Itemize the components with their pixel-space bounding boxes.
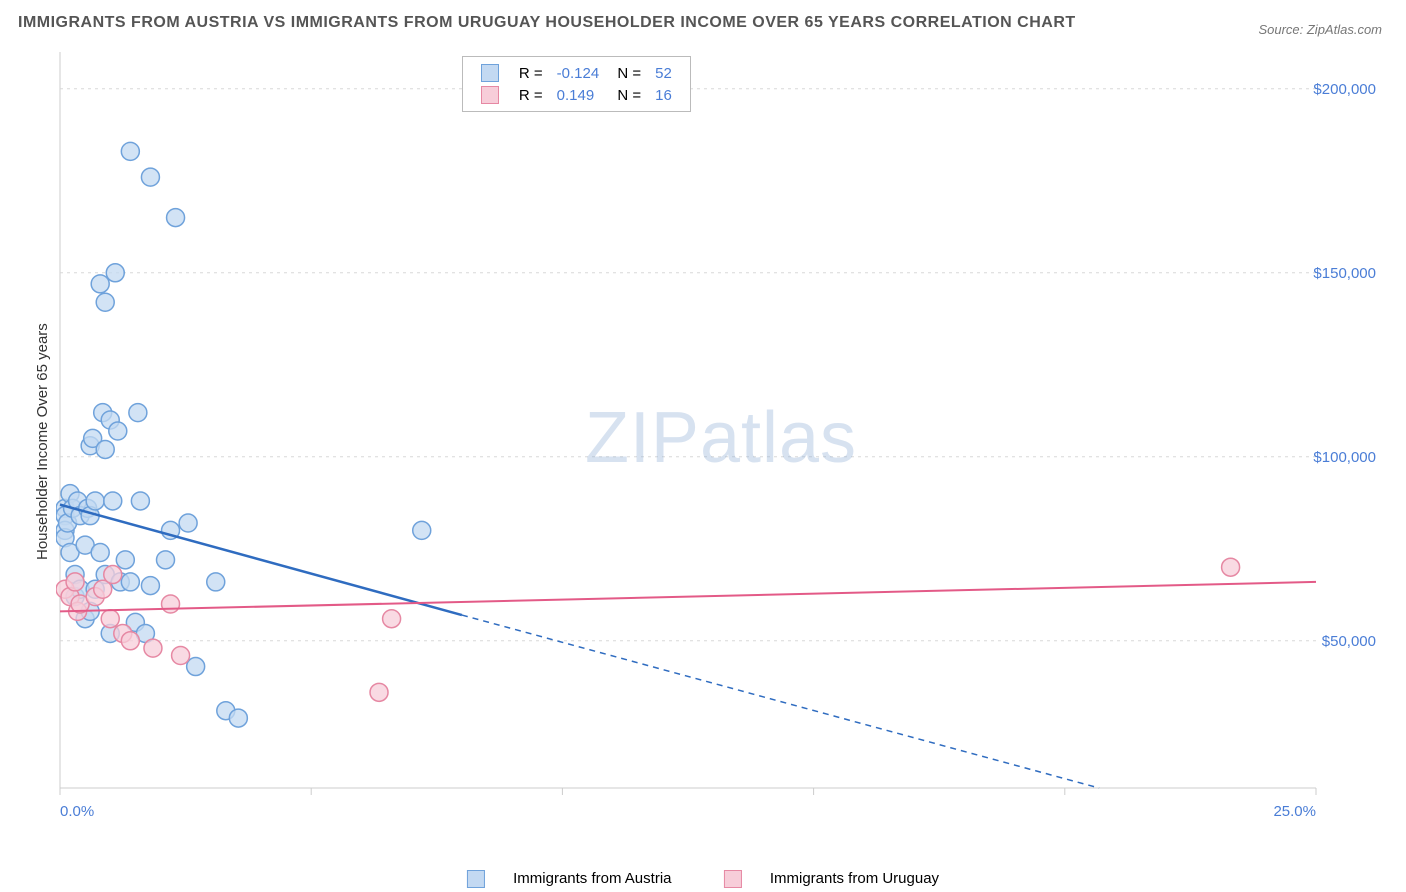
stat-n-austria: 52 xyxy=(649,63,678,83)
stat-r-austria: -0.124 xyxy=(551,63,606,83)
plot-area: $50,000 $100,000 $150,000 $200,000 0.0% 25.0%… xyxy=(56,48,1386,828)
swatch-uruguay-icon xyxy=(724,870,742,888)
chart-title: IMMIGRANTS FROM AUSTRIA VS IMMIGRANTS FR… xyxy=(18,14,1076,32)
legend-label-uruguay: Immigrants from Uruguay xyxy=(770,870,939,887)
stats-table: R = -0.124 N = 52 R = 0.149 N = 16 xyxy=(473,61,680,107)
stat-r-uruguay: 0.149 xyxy=(551,85,606,105)
svg-text:$50,000: $50,000 xyxy=(1322,633,1376,650)
stat-label: R = xyxy=(513,85,549,105)
svg-text:$100,000: $100,000 xyxy=(1313,449,1376,466)
stat-label: R = xyxy=(513,63,549,83)
svg-text:$200,000: $200,000 xyxy=(1313,81,1376,98)
y-axis-label: Householder Income Over 65 years xyxy=(34,323,51,560)
legend-label-austria: Immigrants from Austria xyxy=(513,870,671,887)
swatch-austria xyxy=(481,64,499,82)
stat-label: N = xyxy=(607,63,647,83)
stats-row-uruguay: R = 0.149 N = 16 xyxy=(475,85,678,105)
svg-text:$150,000: $150,000 xyxy=(1313,265,1376,282)
stats-legend: R = -0.124 N = 52 R = 0.149 N = 16 xyxy=(462,56,691,112)
source-label: Source: ZipAtlas.com xyxy=(1258,22,1382,37)
stat-n-uruguay: 16 xyxy=(649,85,678,105)
svg-text:0.0%: 0.0% xyxy=(60,803,94,820)
swatch-austria-icon xyxy=(467,870,485,888)
legend-item-austria: Immigrants from Austria xyxy=(455,870,688,887)
svg-text:25.0%: 25.0% xyxy=(1273,803,1316,820)
series-legend: Immigrants from Austria Immigrants from … xyxy=(443,870,963,888)
swatch-uruguay xyxy=(481,86,499,104)
scatter-chart: $50,000 $100,000 $150,000 $200,000 0.0% 25.0% xyxy=(56,48,1386,828)
stat-label: N = xyxy=(607,85,647,105)
stats-row-austria: R = -0.124 N = 52 xyxy=(475,63,678,83)
legend-item-uruguay: Immigrants from Uruguay xyxy=(712,870,951,887)
